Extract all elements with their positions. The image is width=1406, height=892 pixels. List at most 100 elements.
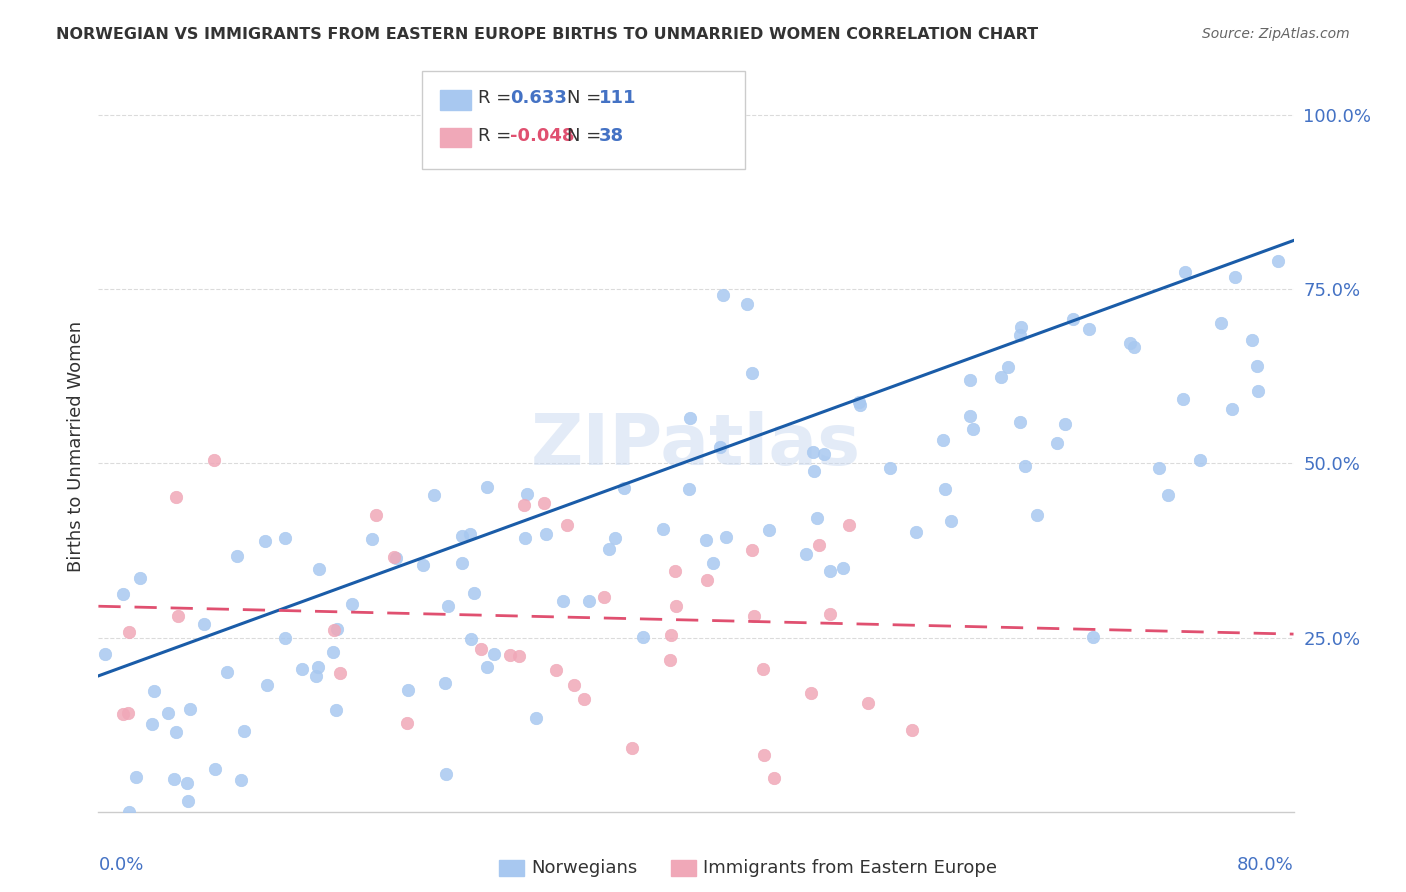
Point [1014,458,1036,473]
Point [451,556,474,570]
Point [1211,316,1233,330]
Point [516,486,538,500]
Point [233,724,256,739]
Point [1122,340,1144,354]
Point [603,531,626,545]
Point [735,297,758,311]
Point [659,628,682,642]
Point [1083,630,1105,644]
Point [305,669,328,683]
Point [901,723,924,738]
Point [156,706,179,720]
Point [679,410,702,425]
Point [385,550,408,565]
Point [499,648,522,662]
Y-axis label: Births to Unmarried Women: Births to Unmarried Women [66,320,84,572]
Point [818,607,841,621]
Point [1171,392,1194,406]
Point [1267,254,1289,268]
Point [533,496,555,510]
Point [307,660,329,674]
Text: N =: N = [567,89,606,107]
Point [1147,461,1170,475]
Point [702,556,724,570]
Point [325,703,347,717]
Point [167,609,190,624]
Point [849,398,872,412]
Point [856,696,879,710]
Point [741,366,763,380]
Point [291,662,314,676]
Point [709,441,731,455]
Point [165,490,187,504]
Point [482,647,505,661]
Point [322,624,344,638]
Text: Immigrants from Eastern Europe: Immigrants from Eastern Europe [703,859,997,877]
Text: NORWEGIAN VS IMMIGRANTS FROM EASTERN EUROPE BIRTHS TO UNMARRIED WOMEN CORRELATIO: NORWEGIAN VS IMMIGRANTS FROM EASTERN EUR… [56,27,1039,42]
Point [256,678,278,692]
Point [274,631,297,645]
Point [1010,320,1032,334]
Point [934,483,956,497]
Point [1008,328,1031,343]
Point [396,683,419,698]
Point [458,526,481,541]
Point [808,538,831,552]
Point [905,524,928,539]
Text: 111: 111 [599,89,637,107]
Point [665,599,688,613]
Point [423,487,446,501]
Point [176,794,198,808]
Point [94,647,117,661]
Point [1053,417,1076,431]
Point [633,630,655,644]
Text: 38: 38 [599,127,624,145]
Point [1077,322,1099,336]
Point [714,530,737,544]
Point [274,531,297,545]
Point [165,725,187,739]
Point [326,622,349,636]
Point [1241,333,1264,347]
Point [217,665,239,680]
Point [555,518,578,533]
Point [818,564,841,578]
Point [179,702,201,716]
Point [744,609,766,624]
Point [436,599,458,614]
Point [752,747,775,762]
Point [329,665,352,680]
Point [111,586,134,600]
Point [118,624,141,639]
Point [813,447,835,461]
Point [118,805,141,819]
Point [1174,264,1197,278]
Point [460,632,482,646]
Point [959,374,981,388]
Point [1246,359,1268,373]
Point [562,678,585,692]
Point [395,716,418,731]
Point [664,564,686,578]
Point [202,452,225,467]
Point [801,445,824,459]
Point [475,480,498,494]
Point [477,660,499,674]
Point [225,549,247,563]
Point [695,533,717,548]
Point [513,498,536,512]
Point [322,645,344,659]
Text: Source: ZipAtlas.com: Source: ZipAtlas.com [1202,27,1350,41]
Point [848,395,870,409]
Point [598,542,620,557]
Point [613,481,636,495]
Text: ZIPatlas: ZIPatlas [531,411,860,481]
Text: 0.633: 0.633 [510,89,567,107]
Point [534,526,557,541]
Point [932,433,955,447]
Text: N =: N = [567,127,606,145]
Point [678,482,700,496]
Point [838,517,860,532]
Point [433,676,456,690]
Point [621,740,644,755]
